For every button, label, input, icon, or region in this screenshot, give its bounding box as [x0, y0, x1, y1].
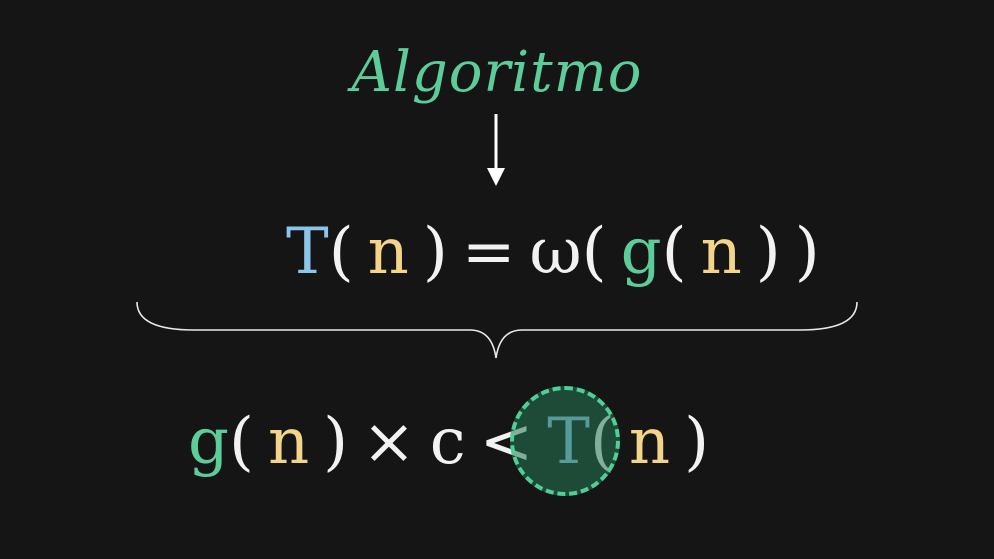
down-arrow-icon	[487, 114, 505, 186]
symbol-n: n	[628, 405, 671, 479]
symbol-n: n	[700, 215, 742, 289]
formula-bottom: g(n) × c < T(n)	[188, 402, 709, 482]
paren-close: )	[794, 215, 820, 289]
symbol-g: g	[620, 215, 662, 289]
paren-close: )	[684, 405, 710, 479]
paren-open: (	[589, 405, 615, 479]
paren-open: (	[661, 215, 687, 289]
less-than-sign: <	[479, 405, 534, 479]
symbol-g: g	[188, 405, 229, 479]
symbol-n: n	[267, 405, 310, 479]
title-algoritmo: Algoritmo	[351, 40, 643, 105]
symbol-n: n	[367, 215, 409, 289]
symbol-T: T	[547, 405, 590, 479]
paren-open: (	[328, 215, 354, 289]
equals-sign: =	[461, 215, 516, 289]
paren-close: )	[422, 215, 448, 289]
paren-close: )	[323, 405, 349, 479]
formula-top: T(n) = ω(g(n))	[286, 212, 820, 292]
symbol-T: T	[286, 215, 329, 289]
symbol-c: c	[429, 405, 466, 479]
paren-close: )	[755, 215, 781, 289]
symbol-omega: ω(	[529, 215, 607, 289]
curly-brace-icon	[136, 301, 858, 359]
times-sign: ×	[362, 405, 416, 479]
paren-open: (	[228, 405, 254, 479]
